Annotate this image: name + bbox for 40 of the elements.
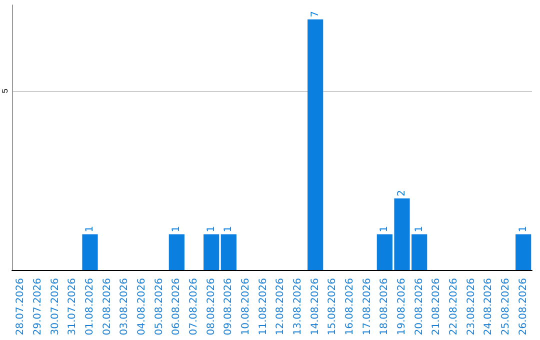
x-tick-label: 06.08.2026 (171, 278, 182, 336)
x-tick-label: 24.08.2026 (483, 278, 494, 336)
x-tick-label: 09.08.2026 (223, 278, 234, 336)
y-tick-label: 5 (0, 88, 10, 94)
x-tick-label: 17.08.2026 (362, 278, 373, 336)
data-label: 1 (84, 226, 96, 232)
data-label: 2 (396, 190, 408, 196)
x-tick-label: 30.07.2026 (50, 278, 61, 336)
x-tick-label: 18.08.2026 (379, 278, 390, 336)
x-tick-label: 16.08.2026 (344, 278, 356, 336)
x-tick-label: 22.08.2026 (448, 278, 460, 336)
x-tick-label: 23.08.2026 (466, 278, 477, 336)
x-tick-label: 07.08.2026 (188, 278, 200, 336)
x-tick-label: 26.08.2026 (518, 278, 529, 336)
x-tick-label: 12.08.2026 (275, 278, 286, 336)
x-tick-label: 10.08.2026 (240, 278, 252, 336)
x-tick-label: 19.08.2026 (396, 278, 408, 336)
data-label: 1 (223, 226, 234, 232)
x-tick-label: 14.08.2026 (310, 278, 321, 336)
x-tick-label: 13.08.2026 (292, 278, 304, 336)
x-tick-label: 01.08.2026 (84, 278, 96, 336)
x-tick-label: 08.08.2026 (206, 278, 217, 336)
x-tick-label: 20.08.2026 (414, 278, 425, 336)
x-tick-label: 11.08.2026 (258, 278, 269, 336)
x-tick-label: 02.08.2026 (102, 278, 113, 336)
data-label: 1 (414, 226, 425, 232)
data-label: 1 (518, 226, 529, 232)
x-tick-label: 31.07.2026 (67, 278, 78, 336)
x-tick-label: 15.08.2026 (327, 278, 338, 336)
x-tick-label: 05.08.2026 (154, 278, 165, 336)
x-tick-label: 04.08.2026 (136, 278, 148, 336)
data-label: 1 (379, 226, 390, 232)
x-tick-label: 25.08.2026 (500, 278, 512, 336)
x-tick-label: 28.07.2026 (15, 278, 26, 336)
data-label: 1 (206, 226, 217, 232)
data-label: 7 (310, 10, 321, 18)
x-tick-label: 21.08.2026 (431, 278, 442, 336)
x-tick-label: 03.08.2026 (119, 278, 130, 336)
x-tick-label: 29.07.2026 (32, 278, 44, 336)
data-label: 1 (171, 226, 182, 232)
